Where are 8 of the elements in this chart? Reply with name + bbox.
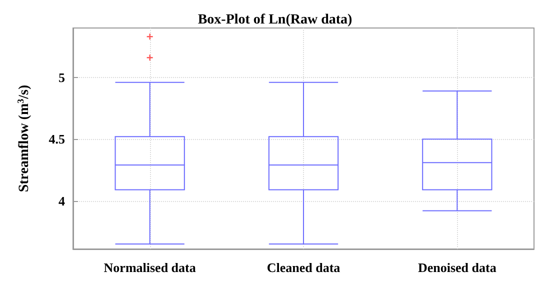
y-axis-title: Streamflow (m3/s) [16,84,32,192]
chart-title: Box-Plot of Ln(Raw data) [198,12,353,28]
y-tick-label: 4 [58,193,66,208]
y-tick-label: 5 [58,70,66,85]
y-tick-label: 4.5 [48,132,66,147]
x-tick-label: Normalised data [104,260,196,275]
x-tick-label: Denoised data [418,260,497,275]
x-tick-label: Cleaned data [266,260,341,275]
